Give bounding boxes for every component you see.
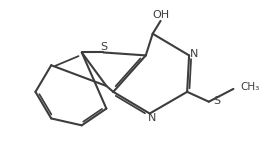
Text: CH₃: CH₃ xyxy=(240,82,260,92)
Text: S: S xyxy=(100,41,107,51)
Text: OH: OH xyxy=(152,10,169,20)
Text: N: N xyxy=(148,113,156,123)
Text: S: S xyxy=(214,96,221,106)
Text: N: N xyxy=(190,49,198,59)
